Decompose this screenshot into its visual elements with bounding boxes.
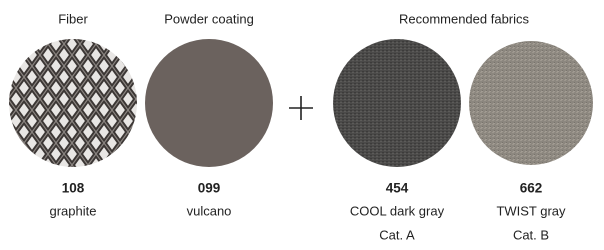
swatch-code: 099 bbox=[198, 181, 221, 196]
swatch-name: COOL dark gray bbox=[350, 203, 445, 218]
swatch-name: TWIST gray bbox=[496, 203, 566, 218]
swatch-code: 454 bbox=[386, 181, 409, 196]
swatch-category: Cat. B bbox=[513, 227, 549, 242]
heading: Fiber bbox=[58, 11, 88, 26]
plus-sign bbox=[289, 96, 313, 120]
swatch-code: 662 bbox=[520, 181, 543, 196]
fiber-swatch bbox=[9, 39, 137, 167]
fabric-swatch bbox=[469, 41, 593, 165]
swatch-name: graphite bbox=[50, 203, 97, 218]
fabric-swatch bbox=[333, 39, 461, 167]
swatch-category: Cat. A bbox=[379, 227, 415, 242]
swatch-name: vulcano bbox=[187, 203, 232, 218]
powder-swatch bbox=[145, 39, 273, 167]
page: {"headings": ["Fiber", "Powder coating",… bbox=[0, 0, 604, 245]
swatch-code: 108 bbox=[62, 181, 85, 196]
heading: Recommended fabrics bbox=[399, 11, 530, 26]
heading: Powder coating bbox=[164, 11, 254, 26]
swatch-panel: Fiber Powder coating Recommended fabrics… bbox=[0, 0, 604, 245]
